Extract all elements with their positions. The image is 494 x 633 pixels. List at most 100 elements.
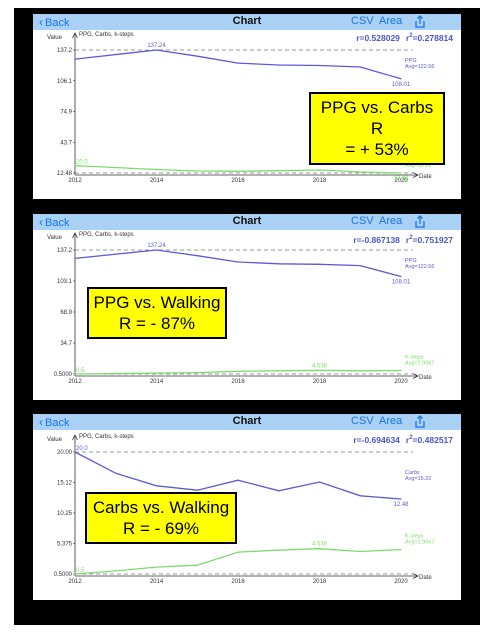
share-icon[interactable]: [413, 215, 427, 229]
share-icon[interactable]: [413, 415, 427, 429]
data-point: [400, 498, 402, 500]
chart-panel-1: ‹ Back Chart CSV Area r=0.528029 r2=0.2788…: [33, 14, 461, 199]
legend-name: PPG: [405, 58, 417, 64]
data-point: [400, 78, 402, 80]
data-point: [359, 370, 361, 372]
series-line-k-steps: [74, 369, 402, 375]
data-point: [74, 58, 76, 60]
x-tick-label: 2020: [394, 579, 408, 585]
legend-name: K-steps: [405, 354, 424, 360]
data-point: [318, 548, 321, 550]
csv-button[interactable]: CSV: [351, 215, 374, 227]
data-point: [318, 64, 321, 67]
line-chart: Date Value PPG, Carbs, k-steps 20.00 15.12 10…: [47, 434, 434, 585]
y-axis-arrow-icon: [72, 32, 78, 39]
r-value: r=-0.867138: [353, 235, 400, 245]
legend-name: K-steps: [405, 534, 424, 540]
x-axis-arrow-icon: [412, 373, 419, 379]
data-point: [196, 170, 198, 172]
area-button[interactable]: Area: [379, 215, 403, 227]
series-line-ppg: [74, 249, 402, 278]
csv-button[interactable]: CSV: [351, 415, 374, 427]
y-axis-label: Value: [47, 235, 63, 241]
data-point: [74, 257, 76, 259]
data-point: [196, 564, 198, 566]
y-tick-label: 5.375: [57, 542, 73, 548]
data-point: [74, 373, 76, 375]
y-axis-arrow-icon: [72, 232, 78, 239]
data-point: [237, 62, 239, 64]
r2-superscript: 2: [409, 235, 413, 242]
legend-avg: Avg=15.22: [405, 163, 431, 169]
callout-line-1: PPG vs. Walking: [93, 293, 221, 312]
correlation-stats: r=0.528029 r2=0.278814: [356, 33, 453, 43]
data-point: [196, 55, 198, 57]
callout-line-2: = + 53%: [345, 140, 409, 159]
x-axis-label: Date: [419, 174, 432, 180]
x-tick-label: 2014: [150, 379, 164, 385]
share-icon[interactable]: [413, 15, 427, 29]
back-button[interactable]: ‹ Back: [39, 415, 69, 429]
max-data-label: 137.24: [147, 43, 166, 49]
start-data-label: 20.0: [76, 446, 88, 452]
data-point: [115, 570, 117, 572]
area-button[interactable]: Area: [379, 415, 403, 427]
callout-line-2: R = - 87%: [118, 314, 196, 333]
y-tick-label: 43.7: [60, 140, 72, 146]
callout-line-1: PPG vs. Carbs R: [320, 98, 434, 138]
area-button[interactable]: Area: [379, 15, 403, 27]
r2-superscript: 2: [409, 435, 413, 442]
data-point: [155, 485, 158, 487]
r2-value: =0.482517: [412, 435, 453, 445]
y-tick-label: 0.5000: [54, 372, 73, 378]
y-tick-label: 106.1: [57, 79, 73, 85]
x-axis-arrow-icon: [412, 172, 419, 178]
data-point: [115, 472, 117, 474]
x-tick-label: 2018: [313, 379, 327, 385]
callout-line-2: R = - 69%: [122, 519, 200, 538]
x-tick-label: 2012: [68, 178, 82, 184]
x-tick-label: 2016: [231, 178, 245, 184]
line-chart: Date Value PPG, Carbs, k-steps 137.2 103.1 68…: [47, 232, 434, 385]
data-point: [278, 370, 280, 372]
x-tick-label: 2016: [231, 579, 245, 585]
nav-bar: ‹ Back Chart CSV Area: [33, 214, 461, 230]
data-point: [359, 495, 361, 497]
home-indicator: [183, 607, 295, 611]
series-line-carbs: [74, 164, 402, 174]
data-point: [278, 549, 280, 551]
data-point: [318, 369, 321, 371]
x-axis-arrow-icon: [412, 573, 419, 579]
back-label: Back: [45, 217, 70, 229]
back-label: Back: [45, 417, 70, 429]
x-axis-label: Date: [419, 375, 432, 381]
r2-superscript: 2: [409, 33, 413, 40]
data-point: [318, 481, 321, 483]
callout-line-1: Carbs vs. Walking: [92, 498, 230, 517]
max-data-label: 4.538: [312, 363, 328, 369]
data-point: [400, 369, 402, 372]
data-point: [74, 164, 76, 167]
data-point: [400, 549, 402, 551]
series-note: PPG, Carbs, k-steps: [79, 232, 134, 238]
back-button[interactable]: ‹ Back: [39, 215, 69, 229]
max-data-label: 4.538: [312, 542, 328, 548]
r2-value: =0.278814: [412, 33, 453, 43]
legend-name: Carbs: [405, 470, 420, 476]
r-value: r=0.528029: [356, 33, 400, 43]
csv-button[interactable]: CSV: [351, 15, 374, 27]
data-point: [196, 372, 198, 374]
data-point: [359, 66, 361, 68]
y-tick-label: 15.12: [57, 481, 73, 487]
y-tick-label: 12.48: [57, 171, 73, 177]
x-tick-label: 2012: [68, 379, 82, 385]
series-line-ppg: [74, 49, 402, 80]
back-button[interactable]: ‹ Back: [39, 15, 69, 29]
series-note: PPG, Carbs, k-steps: [79, 32, 134, 38]
data-point: [74, 451, 76, 453]
end-data-label: 12.48: [393, 502, 409, 508]
x-tick-label: 2014: [150, 579, 164, 585]
legend-name: PPG: [405, 258, 417, 264]
data-point: [318, 169, 321, 171]
data-point: [155, 566, 158, 568]
